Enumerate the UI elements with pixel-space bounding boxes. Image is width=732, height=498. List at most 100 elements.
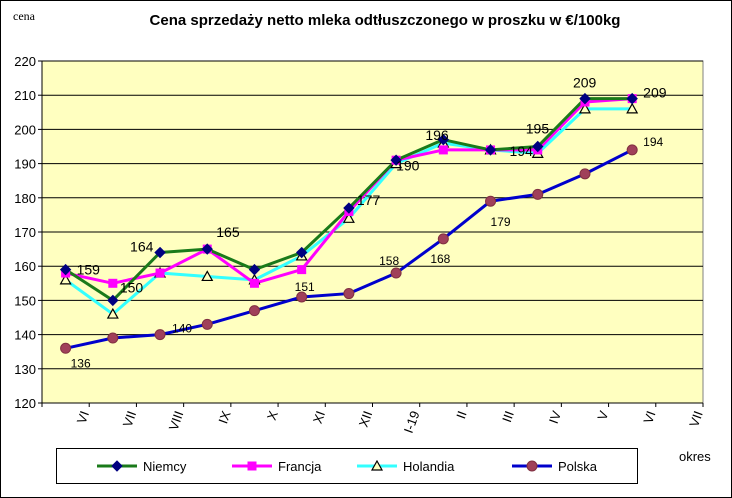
- point-niemcy: [437, 133, 450, 146]
- point-polska: [154, 329, 166, 341]
- data-label: 190: [396, 158, 420, 174]
- point-holandia: [578, 102, 591, 114]
- point-francja: [249, 278, 259, 288]
- y-axis-label: cena: [13, 9, 35, 23]
- point-niemcy: [484, 144, 497, 156]
- legend-swatch-niemcy: [97, 460, 137, 472]
- legend-item-polska: Polska: [512, 449, 597, 483]
- y-tick-label: 130: [14, 362, 36, 377]
- legend: Niemcy Francja Holandia Polska: [56, 448, 638, 484]
- data-label: 165: [216, 224, 240, 240]
- point-niemcy: [579, 92, 591, 105]
- y-tick-label: 150: [14, 293, 36, 308]
- legend-label-holandia: Holandia: [403, 458, 455, 474]
- data-label: 150: [120, 279, 144, 295]
- data-label: 196: [425, 127, 449, 143]
- point-niemcy: [154, 246, 166, 259]
- point-niemcy: [390, 154, 402, 166]
- data-label: 164: [130, 239, 154, 255]
- data-label: 151: [295, 280, 315, 294]
- legend-item-holandia: Holandia: [357, 449, 454, 483]
- point-polska: [390, 267, 402, 279]
- data-label: 194: [643, 135, 663, 149]
- point-francja: [155, 268, 165, 278]
- y-tick-label: 200: [14, 122, 36, 137]
- data-label: 159: [77, 262, 101, 278]
- chart-title: Cena sprzedaży netto mleka odtłuszczoneg…: [149, 12, 621, 29]
- legend-marker: [526, 460, 538, 472]
- legend-swatch-francja: [232, 461, 272, 471]
- data-label: 168: [430, 252, 450, 266]
- x-tick-label: V: [594, 409, 611, 423]
- data-label: 177: [357, 192, 381, 208]
- x-tick-label: VII: [120, 409, 140, 429]
- legend-label-francja: Francja: [278, 458, 322, 474]
- legend-marker: [111, 460, 123, 472]
- x-tick-label: III: [499, 409, 517, 424]
- point-polska: [107, 332, 119, 344]
- y-tick-label: 220: [14, 54, 36, 69]
- point-niemcy: [626, 92, 638, 105]
- point-holandia: [59, 273, 72, 285]
- data-label: 209: [643, 85, 667, 101]
- point-niemcy: [201, 243, 213, 255]
- y-tick-label: 180: [14, 191, 36, 206]
- data-label: 209: [573, 75, 597, 91]
- point-holandia: [342, 212, 355, 223]
- point-polska: [485, 195, 497, 207]
- y-tick-label: 140: [14, 328, 36, 343]
- x-tick-label: VIII: [166, 409, 187, 432]
- y-tick-label: 190: [14, 157, 36, 172]
- point-polska: [532, 188, 544, 200]
- data-label: 158: [379, 254, 399, 268]
- point-polska: [248, 305, 260, 317]
- point-polska: [579, 168, 591, 180]
- x-tick-label: X: [264, 409, 281, 423]
- x-axis-label: okres: [679, 449, 711, 464]
- y-tick-label: 120: [14, 396, 36, 411]
- y-tick-label: 160: [14, 259, 36, 274]
- legend-item-francja: Francja: [232, 449, 321, 483]
- x-tick-label: II: [453, 409, 470, 421]
- data-label: 194: [510, 143, 534, 159]
- data-label: 136: [71, 356, 91, 370]
- data-label: 179: [491, 215, 511, 229]
- point-niemcy: [532, 140, 544, 153]
- point-polska: [343, 288, 355, 300]
- point-polska: [201, 318, 213, 330]
- y-tick-label: 170: [14, 225, 36, 240]
- point-polska: [296, 291, 308, 303]
- point-niemcy: [295, 246, 308, 259]
- data-label: 140: [172, 322, 192, 336]
- legend-label-niemcy: Niemcy: [143, 458, 187, 474]
- x-tick-label: I-19: [401, 409, 423, 435]
- y-tick-label: 210: [14, 88, 36, 103]
- point-niemcy: [107, 294, 119, 307]
- point-holandia: [201, 270, 214, 282]
- point-niemcy: [59, 263, 72, 276]
- legend-marker: [370, 460, 384, 471]
- x-tick-label: XII: [356, 409, 376, 429]
- x-tick-label: XI: [310, 409, 328, 426]
- x-tick-label: IV: [546, 409, 564, 426]
- x-tick-label: VI: [74, 409, 92, 426]
- legend-swatch-polska: [512, 460, 552, 472]
- point-francja: [108, 278, 118, 288]
- legend-label-polska: Polska: [558, 458, 598, 474]
- point-holandia: [626, 102, 639, 114]
- point-polska: [60, 342, 72, 354]
- point-niemcy: [248, 263, 261, 276]
- legend-item-niemcy: Niemcy: [97, 449, 186, 483]
- point-polska: [437, 233, 449, 245]
- point-holandia: [106, 307, 119, 319]
- point-francja: [297, 265, 307, 275]
- data-label: 195: [526, 121, 550, 137]
- point-francja: [438, 145, 448, 155]
- legend-marker: [247, 461, 257, 471]
- point-niemcy: [343, 202, 355, 214]
- x-tick-label: VI: [640, 409, 658, 426]
- legend-swatch-holandia: [357, 460, 397, 471]
- point-polska: [626, 144, 638, 156]
- x-tick-label: VII: [686, 409, 706, 429]
